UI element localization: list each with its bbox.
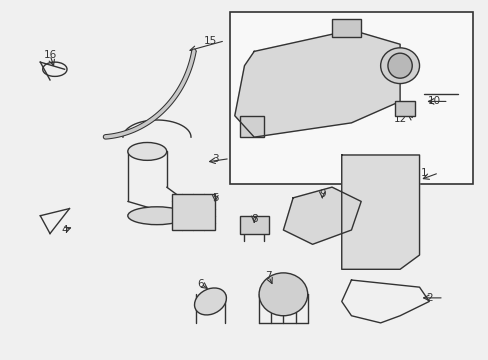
Text: 14: 14	[247, 111, 260, 121]
Ellipse shape	[194, 288, 226, 315]
Ellipse shape	[127, 143, 166, 160]
Text: 2: 2	[425, 293, 432, 303]
Polygon shape	[341, 155, 419, 269]
Text: 10: 10	[427, 96, 440, 107]
Text: 9: 9	[318, 189, 325, 199]
Bar	[394, 102, 414, 116]
Text: 8: 8	[250, 214, 257, 224]
Polygon shape	[283, 187, 361, 244]
Ellipse shape	[380, 48, 419, 84]
Text: 15: 15	[203, 36, 217, 46]
Bar	[171, 194, 215, 230]
Text: 5: 5	[212, 193, 218, 203]
Text: 7: 7	[265, 271, 271, 282]
Bar	[331, 19, 361, 37]
Text: 3: 3	[212, 154, 218, 163]
Bar	[239, 116, 264, 137]
Text: 6: 6	[197, 279, 203, 289]
Text: 4: 4	[61, 225, 68, 235]
Polygon shape	[234, 30, 399, 137]
Ellipse shape	[387, 53, 411, 78]
Text: 12: 12	[393, 114, 406, 124]
Bar	[239, 216, 268, 234]
Text: 1: 1	[420, 168, 427, 178]
Ellipse shape	[127, 207, 186, 225]
Ellipse shape	[259, 273, 307, 316]
Bar	[229, 12, 472, 184]
Text: 16: 16	[43, 50, 57, 60]
Text: 13: 13	[344, 43, 357, 53]
Text: 11: 11	[364, 61, 377, 71]
